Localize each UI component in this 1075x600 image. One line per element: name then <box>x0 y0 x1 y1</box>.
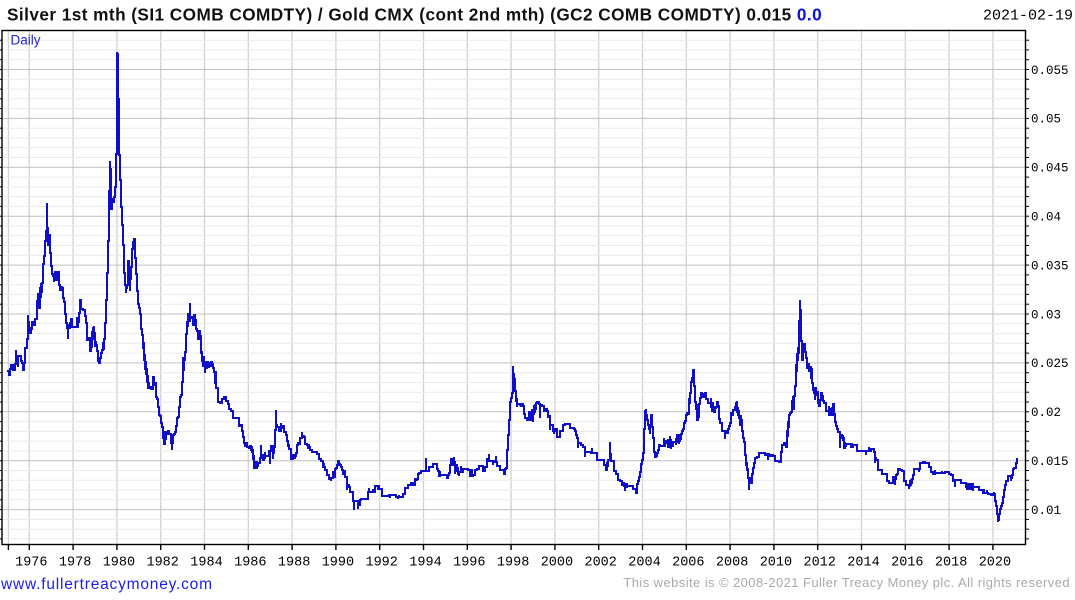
svg-text:1976: 1976 <box>15 556 47 571</box>
svg-text:1986: 1986 <box>234 556 266 571</box>
svg-text:1994: 1994 <box>409 556 441 571</box>
svg-text:2006: 2006 <box>672 556 704 571</box>
svg-text:Silver 1st mth (SI1 COMB COMDT: Silver 1st mth (SI1 COMB COMDTY) / Gold … <box>7 5 822 25</box>
svg-text:2008: 2008 <box>716 556 748 571</box>
svg-text:1980: 1980 <box>103 556 135 571</box>
svg-text:2012: 2012 <box>803 556 835 571</box>
svg-text:0.045: 0.045 <box>1031 162 1069 176</box>
svg-text:1992: 1992 <box>365 556 397 571</box>
svg-text:0.03: 0.03 <box>1031 308 1061 322</box>
svg-text:2000: 2000 <box>541 556 573 571</box>
svg-text:0.015: 0.015 <box>1031 455 1069 469</box>
svg-text:0.055: 0.055 <box>1031 64 1069 78</box>
svg-text:2020: 2020 <box>979 556 1011 571</box>
svg-text:0.05: 0.05 <box>1031 113 1061 127</box>
svg-text:2014: 2014 <box>847 556 879 571</box>
svg-text:1990: 1990 <box>322 556 354 571</box>
svg-text:2021-02-19: 2021-02-19 <box>983 8 1073 25</box>
svg-text:0.035: 0.035 <box>1031 259 1069 273</box>
svg-text:1996: 1996 <box>453 556 485 571</box>
svg-text:0.02: 0.02 <box>1031 406 1061 420</box>
svg-text:This website is © 2008-2021 Fu: This website is © 2008-2021 Fuller Treac… <box>623 575 1070 590</box>
svg-text:www.fullertreacymoney.com: www.fullertreacymoney.com <box>0 576 213 593</box>
svg-text:Daily: Daily <box>11 33 41 48</box>
svg-text:1982: 1982 <box>146 556 178 571</box>
svg-text:0.025: 0.025 <box>1031 357 1069 371</box>
svg-text:2004: 2004 <box>628 556 660 571</box>
svg-text:0.04: 0.04 <box>1031 211 1061 225</box>
svg-text:2016: 2016 <box>891 556 923 571</box>
svg-text:1998: 1998 <box>497 556 529 571</box>
svg-text:2018: 2018 <box>935 556 967 571</box>
svg-text:0.01: 0.01 <box>1031 504 1061 518</box>
svg-text:2010: 2010 <box>760 556 792 571</box>
svg-text:1978: 1978 <box>59 556 91 571</box>
svg-text:1988: 1988 <box>278 556 310 571</box>
svg-text:2002: 2002 <box>584 556 616 571</box>
svg-text:1984: 1984 <box>190 556 222 571</box>
